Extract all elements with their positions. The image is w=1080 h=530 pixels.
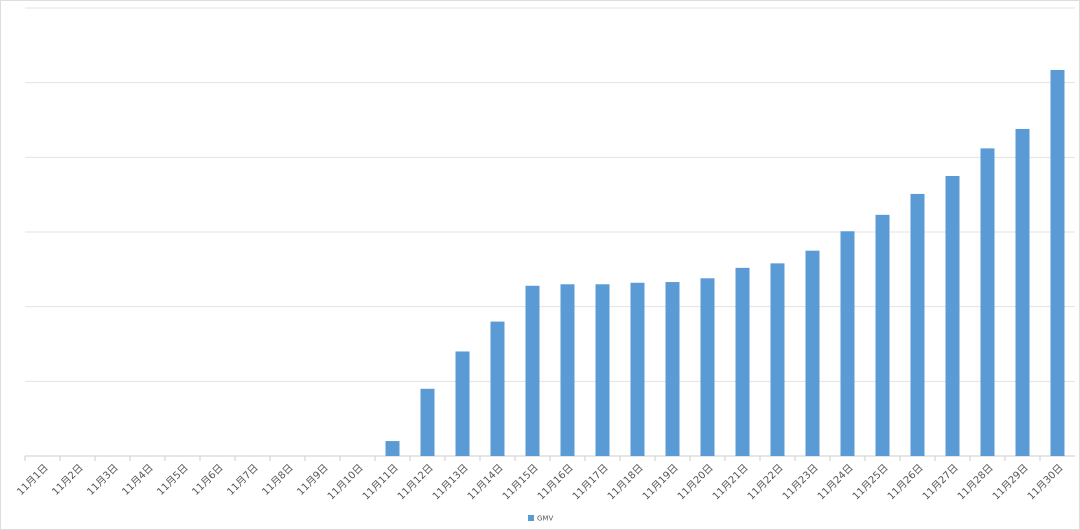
bar bbox=[455, 351, 470, 456]
bar bbox=[980, 148, 995, 456]
bar bbox=[665, 282, 680, 456]
bar bbox=[630, 282, 645, 456]
bar bbox=[910, 193, 925, 457]
legend-swatch bbox=[528, 515, 534, 521]
bar bbox=[735, 267, 750, 456]
bar bbox=[525, 285, 540, 456]
bar bbox=[595, 284, 610, 456]
bar bbox=[385, 441, 400, 456]
bar bbox=[1015, 128, 1030, 456]
bar bbox=[560, 284, 575, 456]
bar bbox=[490, 321, 505, 456]
bar bbox=[420, 388, 435, 456]
bar bbox=[840, 231, 855, 456]
bar bbox=[1050, 69, 1065, 457]
legend-label: GMV bbox=[537, 515, 553, 523]
bar bbox=[700, 278, 715, 456]
bar bbox=[945, 176, 960, 456]
bar bbox=[875, 214, 890, 456]
bar bbox=[805, 250, 820, 456]
bar bbox=[770, 263, 785, 456]
